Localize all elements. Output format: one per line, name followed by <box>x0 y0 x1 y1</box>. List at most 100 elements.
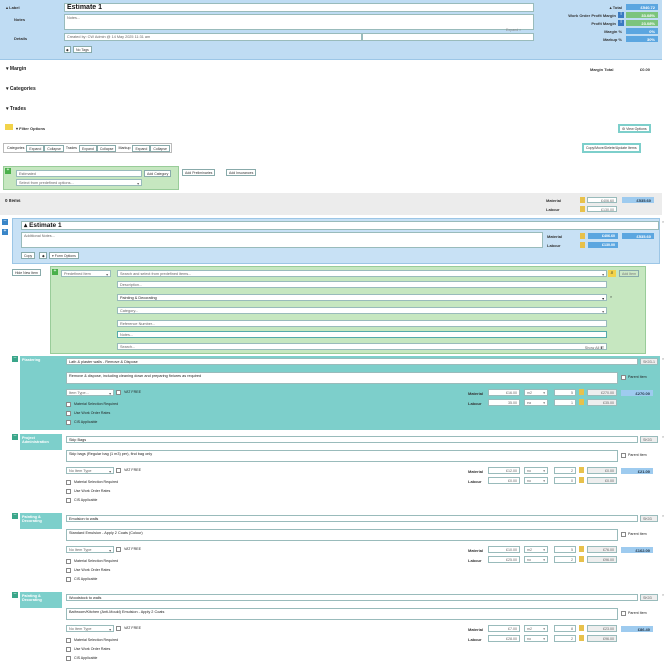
material-unit-select[interactable]: no ▾ <box>524 467 548 474</box>
trades-collapse[interactable]: Collapse <box>96 144 117 152</box>
item-check-2[interactable] <box>66 656 71 661</box>
material-flag-icon[interactable] <box>579 625 584 631</box>
add-category-button[interactable]: Add Category <box>144 170 172 177</box>
view-options-button[interactable]: ⚙ View Options <box>618 124 651 133</box>
item-description-input[interactable]: Bathroom/Kitchen (Anti-Mould) Emulsion -… <box>66 608 618 620</box>
margin-pct-value[interactable]: 0% <box>626 28 658 34</box>
labour-qty-input[interactable]: 1 <box>554 399 576 406</box>
item-check-2[interactable] <box>66 577 71 582</box>
vat-checkbox[interactable] <box>116 468 121 473</box>
item-check-0[interactable] <box>66 638 71 643</box>
material-flag-icon[interactable] <box>579 546 584 552</box>
show-all-toggle[interactable]: Show All ◧ <box>584 346 604 350</box>
material-flag-icon[interactable] <box>580 197 585 203</box>
labour-rate-input[interactable]: £0.00 <box>488 477 520 484</box>
collapse-item-icon[interactable]: – <box>12 512 18 519</box>
item-check-1[interactable] <box>66 568 71 573</box>
item-title-input[interactable]: Woodstock to walls <box>66 594 638 601</box>
categories-section-toggle[interactable]: ▾ Categories <box>6 86 36 92</box>
margin-section-toggle[interactable]: ▾ Margin <box>6 66 27 72</box>
material-flag-icon[interactable] <box>580 233 585 239</box>
close-icon[interactable]: × <box>662 357 665 361</box>
markup-pct-value[interactable]: 30% <box>626 36 658 42</box>
estimate-notes-input[interactable]: Additional Notes... <box>21 232 543 248</box>
item-check-0[interactable] <box>66 402 71 407</box>
add-item-button[interactable]: Add Item <box>619 270 640 277</box>
copy-button[interactable]: Copy <box>21 252 36 259</box>
collapse-estimate-icon[interactable]: – <box>2 218 8 225</box>
filter-icon[interactable] <box>5 124 13 130</box>
clear-trade-icon[interactable]: × <box>610 295 613 299</box>
filter-options-title[interactable]: ▾ Filter Options <box>16 126 46 131</box>
category-select[interactable]: Category... ▾ <box>117 307 607 314</box>
labour-flag-icon[interactable] <box>580 206 585 212</box>
add-prelim-button[interactable]: Add Preliminaries <box>182 169 216 176</box>
material-unit-select[interactable]: m2 ▾ <box>524 625 548 632</box>
labour-flag-icon[interactable] <box>580 242 585 248</box>
item-type-select[interactable]: Predefined Item ▾ <box>61 270 111 277</box>
predefined-search[interactable]: Search and select from predefined items.… <box>117 270 607 277</box>
predefined-select[interactable]: Select from predefined options... ▾ <box>16 179 142 186</box>
collapse-item-icon[interactable]: – <box>12 355 18 362</box>
no-tags-button[interactable]: No Tags <box>73 46 92 53</box>
parent-item-checkbox[interactable] <box>621 453 626 458</box>
material-qty-input[interactable]: 5 <box>554 546 576 553</box>
item-title-input[interactable]: Emulsion to walls <box>66 515 638 522</box>
labour-rate-input[interactable]: £28.00 <box>488 635 520 642</box>
details-extra-field[interactable] <box>362 33 534 41</box>
material-flag-icon[interactable] <box>579 467 584 473</box>
item-type-select[interactable]: No Item Type ▾ <box>66 625 114 632</box>
description-input[interactable]: Description... <box>117 281 607 288</box>
material-rate-input[interactable]: £10.00 <box>488 546 520 553</box>
labour-unit-select[interactable]: no ▾ <box>524 635 548 642</box>
labour-flag-icon[interactable] <box>579 635 584 641</box>
material-qty-input[interactable]: 8 <box>554 625 576 632</box>
labour-unit-select[interactable]: no ▾ <box>524 556 548 563</box>
form-options-button[interactable]: ▾ Form Options <box>49 252 79 259</box>
item-notes-input[interactable]: Notes... <box>117 331 607 338</box>
label-input[interactable]: Estimate 1 <box>64 3 534 12</box>
details-expand[interactable]: Expand × <box>506 28 522 32</box>
item-check-2[interactable] <box>66 498 71 503</box>
info-icon[interactable]: i <box>618 20 624 26</box>
item-type-select[interactable]: No Item Type ▾ <box>66 546 114 553</box>
vat-checkbox[interactable] <box>116 626 121 631</box>
estimate-title-input[interactable]: ▴ Estimate 1 <box>21 221 659 230</box>
item-type-select[interactable]: No Item Type ▾ <box>66 467 114 474</box>
parent-item-checkbox[interactable] <box>621 611 626 616</box>
tag-icon[interactable]: ◆ <box>64 46 71 53</box>
categories-collapse[interactable]: Collapse <box>44 144 64 152</box>
expand-estimate-icon[interactable]: + <box>2 228 8 235</box>
material-unit-select[interactable]: m2 ▾ <box>524 546 548 553</box>
close-icon[interactable]: × <box>662 593 665 597</box>
categories-expand[interactable]: Expand <box>26 144 45 152</box>
collapse-item-icon[interactable]: – <box>12 433 18 440</box>
parent-item-checkbox[interactable] <box>621 375 626 380</box>
add-name-input[interactable]: Estimated <box>16 170 142 177</box>
close-icon[interactable]: × <box>662 220 665 224</box>
material-qty-input[interactable]: 5 <box>554 389 576 396</box>
markup-collapse[interactable]: Collapse <box>150 144 170 152</box>
hide-new-item-button[interactable]: Hide New Item <box>12 269 41 276</box>
add-insurances-button[interactable]: Add Insurances <box>226 169 257 176</box>
close-icon[interactable]: × <box>662 435 665 439</box>
labour-flag-icon[interactable] <box>579 477 584 483</box>
info-icon[interactable]: i <box>618 12 624 18</box>
item-check-0[interactable] <box>66 480 71 485</box>
markup-expand[interactable]: Expand <box>132 144 151 152</box>
close-icon[interactable]: × <box>662 514 665 518</box>
labour-flag-icon[interactable] <box>579 556 584 562</box>
add-icon[interactable]: + <box>5 167 11 174</box>
trades-section-toggle[interactable]: ▾ Trades <box>6 106 27 112</box>
item-check-0[interactable] <box>66 559 71 564</box>
labour-rate-input[interactable]: 35.00 <box>488 399 520 406</box>
tag-icon[interactable]: ◆ <box>39 252 47 259</box>
labour-unit-select[interactable]: ea ▾ <box>524 399 548 406</box>
item-title-input[interactable]: Skip Bags <box>66 436 638 443</box>
item-title-input[interactable]: Lath & plaster walls - Remove & Dispose <box>66 358 638 365</box>
parent-item-checkbox[interactable] <box>621 532 626 537</box>
item-description-input[interactable]: Standard Emulsion - Apply 2 Coats (Colou… <box>66 529 618 541</box>
labour-qty-input[interactable]: 2 <box>554 635 576 642</box>
item-description-input[interactable]: Skip bags (Regular bag (1 m3) per), find… <box>66 450 618 462</box>
add-icon[interactable]: + <box>52 268 58 275</box>
